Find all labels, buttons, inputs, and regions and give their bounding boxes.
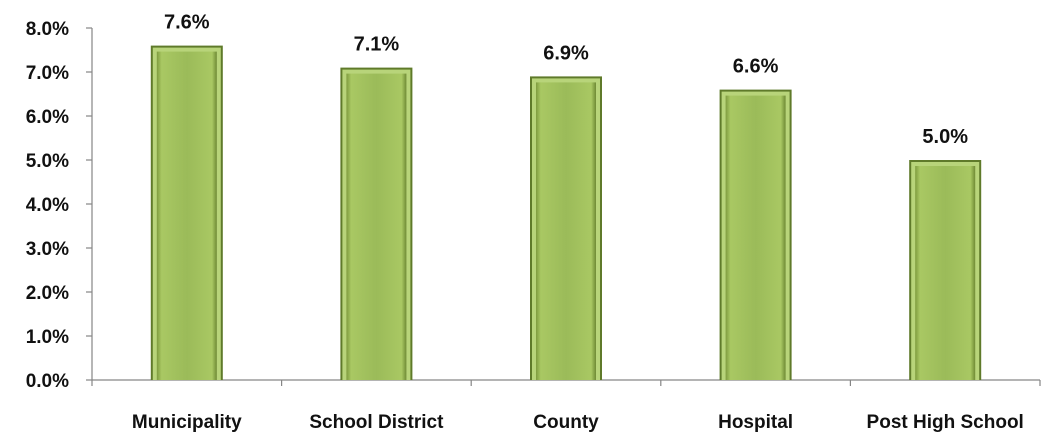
bar-series [150, 45, 982, 381]
y-axis: 0.0% 1.0% 2.0% 3.0% 4.0% 5.0% 6.0% 7.0% 8.0% [26, 19, 93, 392]
data-label: 6.6% [733, 56, 779, 78]
x-category-label: School District [309, 412, 444, 433]
x-category-label: Municipality [132, 412, 242, 433]
bar [909, 160, 982, 380]
y-tick-label: 5.0% [26, 151, 69, 172]
bar-face [725, 95, 786, 380]
x-axis: Municipality School District County Hospita… [91, 379, 1041, 433]
y-tick-label: 0.0% [26, 371, 69, 392]
data-label: 7.1% [354, 34, 400, 56]
x-category-label: Hospital [718, 412, 793, 433]
bar-face [346, 73, 407, 380]
x-category-label: County [533, 412, 599, 433]
data-label: 7.6% [164, 12, 210, 34]
y-tick-label: 7.0% [26, 63, 69, 84]
x-category-label: Post High School [867, 412, 1024, 433]
y-tick-label: 2.0% [26, 283, 69, 304]
data-label: 5.0% [922, 126, 968, 148]
bar-face [536, 82, 596, 381]
y-tick-label: 3.0% [26, 239, 69, 260]
bar [150, 45, 223, 380]
bar [719, 89, 792, 380]
y-tick-label: 8.0% [26, 19, 69, 40]
y-tick-label: 6.0% [26, 107, 69, 128]
y-tick-label: 1.0% [26, 327, 69, 348]
bar [530, 76, 602, 381]
data-labels: 7.6% 7.1% 6.9% 6.6% 5.0% [164, 12, 968, 148]
data-label: 6.9% [543, 42, 589, 64]
bar-face [915, 166, 976, 380]
bar-face [156, 51, 217, 380]
bar [340, 67, 413, 380]
y-tick-label: 4.0% [26, 195, 69, 216]
